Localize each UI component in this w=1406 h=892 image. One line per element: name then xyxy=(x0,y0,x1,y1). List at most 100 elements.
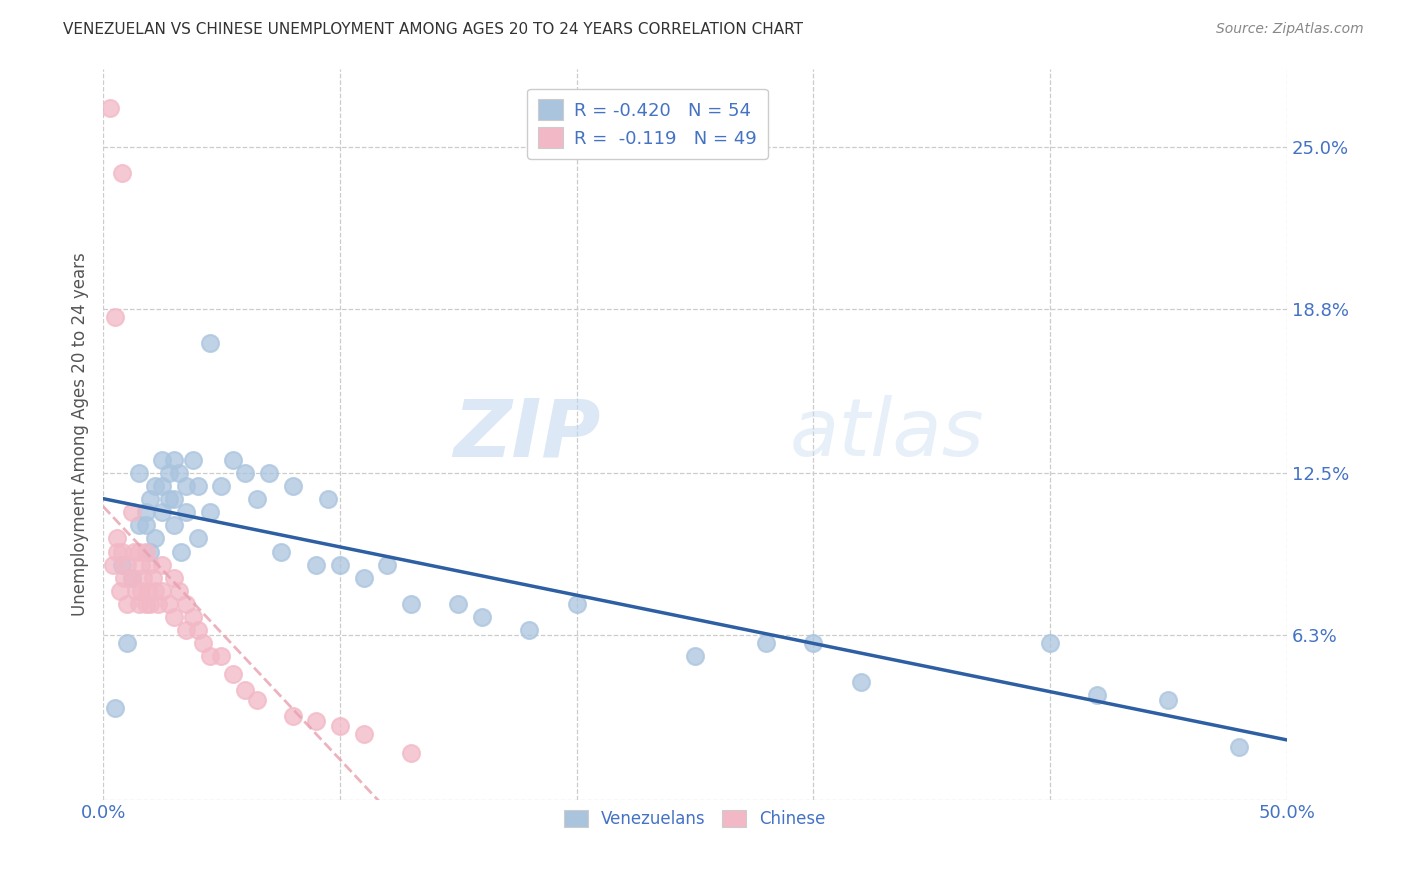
Point xyxy=(399,597,422,611)
Point xyxy=(801,636,824,650)
Point xyxy=(139,558,162,572)
Point xyxy=(211,648,233,663)
Point xyxy=(270,544,292,558)
Point xyxy=(211,479,233,493)
Point xyxy=(1085,688,1108,702)
Point xyxy=(111,558,134,572)
Point xyxy=(1039,636,1062,650)
Point xyxy=(755,636,778,650)
Point xyxy=(167,466,190,480)
Point xyxy=(128,544,150,558)
Point xyxy=(132,571,155,585)
Point xyxy=(246,693,269,707)
Point xyxy=(157,597,180,611)
Point xyxy=(128,518,150,533)
Point xyxy=(104,310,127,324)
Point xyxy=(142,571,165,585)
Point xyxy=(150,558,173,572)
Point xyxy=(122,544,145,558)
Point xyxy=(565,597,588,611)
Point xyxy=(157,466,180,480)
Point xyxy=(191,636,214,650)
Point xyxy=(135,518,157,533)
Point xyxy=(115,597,138,611)
Point xyxy=(139,597,162,611)
Point xyxy=(111,544,134,558)
Point xyxy=(329,558,352,572)
Point xyxy=(163,453,186,467)
Point xyxy=(150,505,173,519)
Point xyxy=(281,479,304,493)
Point xyxy=(128,466,150,480)
Point xyxy=(143,532,166,546)
Point xyxy=(104,701,127,715)
Point xyxy=(233,682,256,697)
Point xyxy=(174,623,197,637)
Point xyxy=(181,453,204,467)
Point xyxy=(167,583,190,598)
Point xyxy=(139,544,162,558)
Point xyxy=(157,492,180,507)
Point xyxy=(136,583,159,598)
Point xyxy=(375,558,398,572)
Point xyxy=(1157,693,1180,707)
Point xyxy=(471,609,494,624)
Point xyxy=(174,597,197,611)
Text: ZIP: ZIP xyxy=(453,395,600,473)
Point xyxy=(143,583,166,598)
Point xyxy=(174,479,197,493)
Point xyxy=(121,571,143,585)
Point xyxy=(353,727,375,741)
Point xyxy=(163,518,186,533)
Point xyxy=(233,466,256,480)
Text: VENEZUELAN VS CHINESE UNEMPLOYMENT AMONG AGES 20 TO 24 YEARS CORRELATION CHART: VENEZUELAN VS CHINESE UNEMPLOYMENT AMONG… xyxy=(63,22,803,37)
Point xyxy=(163,609,186,624)
Y-axis label: Unemployment Among Ages 20 to 24 years: Unemployment Among Ages 20 to 24 years xyxy=(72,252,89,615)
Point xyxy=(101,558,124,572)
Point xyxy=(683,648,706,663)
Point xyxy=(246,492,269,507)
Point xyxy=(198,505,221,519)
Point xyxy=(115,636,138,650)
Point xyxy=(281,709,304,723)
Point xyxy=(150,583,173,598)
Point xyxy=(128,597,150,611)
Point xyxy=(198,648,221,663)
Point xyxy=(198,335,221,350)
Point xyxy=(329,719,352,733)
Point xyxy=(115,558,138,572)
Point xyxy=(222,453,245,467)
Point xyxy=(125,583,148,598)
Point xyxy=(353,571,375,585)
Point xyxy=(849,675,872,690)
Point xyxy=(146,597,169,611)
Text: atlas: atlas xyxy=(790,395,984,473)
Point xyxy=(447,597,470,611)
Point xyxy=(129,583,152,598)
Legend: Venezuelans, Chinese: Venezuelans, Chinese xyxy=(558,804,832,835)
Point xyxy=(187,532,209,546)
Point xyxy=(135,505,157,519)
Point xyxy=(305,714,328,729)
Point xyxy=(170,544,193,558)
Point xyxy=(108,583,131,598)
Point xyxy=(105,532,128,546)
Point xyxy=(399,746,422,760)
Point xyxy=(139,492,162,507)
Point xyxy=(129,558,152,572)
Point xyxy=(150,479,173,493)
Point xyxy=(187,623,209,637)
Point xyxy=(257,466,280,480)
Point xyxy=(517,623,540,637)
Text: Source: ZipAtlas.com: Source: ZipAtlas.com xyxy=(1216,22,1364,37)
Point xyxy=(121,505,143,519)
Point xyxy=(222,667,245,681)
Point xyxy=(163,571,186,585)
Point xyxy=(174,505,197,519)
Point xyxy=(111,166,134,180)
Point xyxy=(135,597,157,611)
Point xyxy=(181,609,204,624)
Point xyxy=(135,544,157,558)
Point xyxy=(1227,740,1250,755)
Point xyxy=(143,479,166,493)
